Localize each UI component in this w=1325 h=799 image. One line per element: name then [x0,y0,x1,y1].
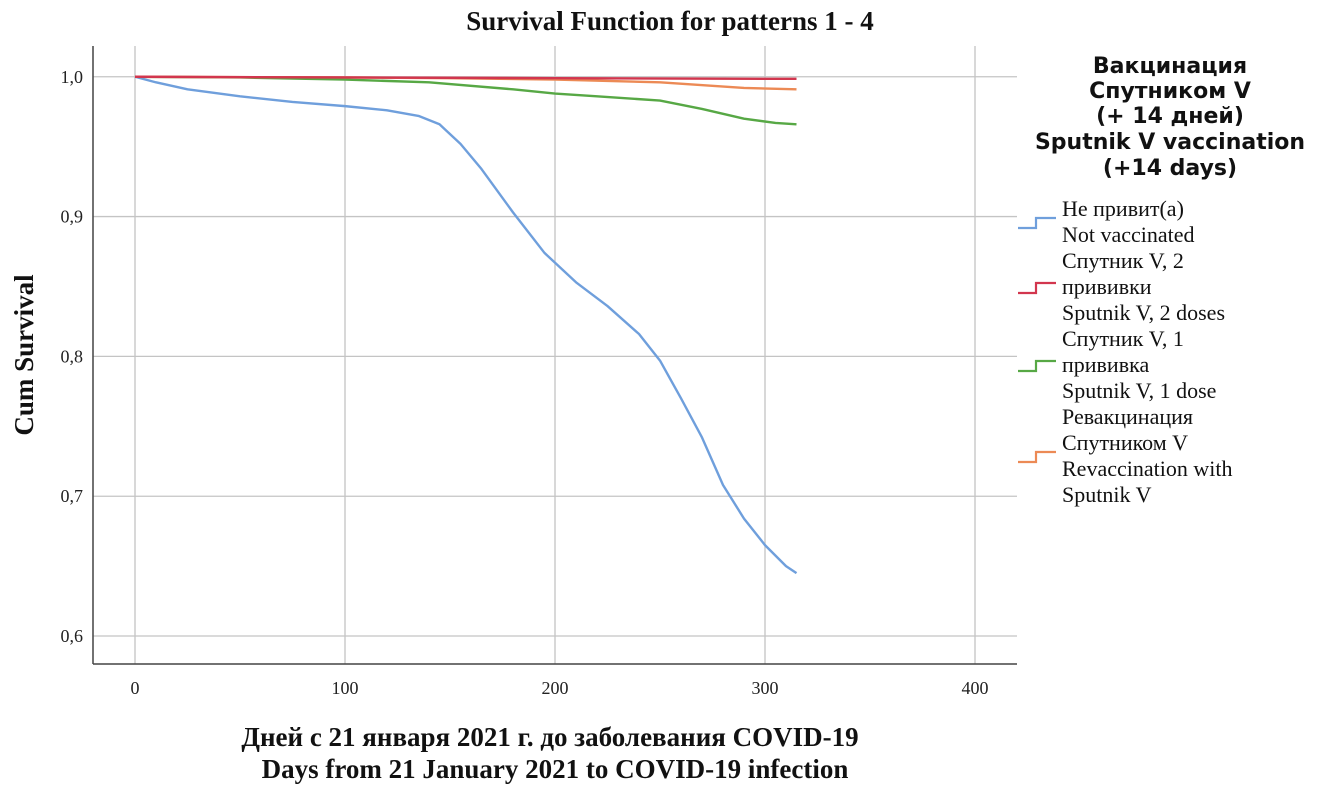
y-tick-label: 1,0 [61,67,84,87]
axes: 0 100 200 300 400 0,6 0,7 0,8 0,9 1,0 [61,46,1017,698]
y-tick-label: 0,8 [61,346,84,366]
x-axis-label-ru: Дней с 21 января 2021 г. до заболевания … [241,722,858,752]
legend-label-4: Revaccination with [1062,456,1232,481]
y-tick-label: 0,9 [61,207,84,227]
legend-label-4: Спутником V [1062,430,1188,455]
chart-title: Survival Function for patterns 1 - 4 [466,6,874,36]
legend-title-line-2: Спутником V [1089,79,1251,104]
legend-label-3: Спутник V, 1 [1062,326,1184,351]
legend-label-3: прививка [1062,352,1149,377]
x-tick-label: 0 [131,678,140,698]
y-tick-label: 0,7 [61,486,84,506]
legend-label-4: Sputnik V [1062,482,1152,507]
grid [93,46,1017,664]
y-axis-label: Cum Survival [9,274,39,436]
x-tick-label: 200 [542,678,569,698]
legend-label-2: Спутник V, 2 [1062,248,1184,273]
x-axis-label-en: Days from 21 January 2021 to COVID-19 in… [262,754,849,784]
legend-label-1: Не привит(а) [1062,196,1184,221]
x-tick-label: 100 [332,678,359,698]
legend-label-2: Sputnik V, 2 doses [1062,300,1225,325]
legend-swatch-4 [1018,450,1056,464]
legend-title: Вакцинация Спутником V (+ 14 дней) Sputn… [1035,54,1305,181]
legend-label-3: Sputnik V, 1 dose [1062,378,1216,403]
legend-swatch-3 [1018,359,1056,373]
x-tick-label: 300 [752,678,779,698]
legend-swatch-1 [1018,216,1056,230]
y-tick-label: 0,6 [61,626,84,646]
series-line-1 [134,75,798,575]
legend-swatch-2 [1018,281,1056,295]
legend-label-1: Not vaccinated [1062,222,1195,247]
series-lines [134,75,798,575]
legend-label-4: Ревакцинация [1062,404,1193,429]
x-tick-label: 400 [962,678,989,698]
legend-title-line-3: (+ 14 дней) [1096,104,1244,129]
legend-label-2: прививки [1062,274,1152,299]
legend-title-line-1: Вакцинация [1093,54,1247,79]
legend-title-line-4: Sputnik V vaccination [1035,130,1305,155]
series-line-2 [134,75,797,81]
legend-title-line-5: (+14 days) [1103,156,1237,181]
series-line-3 [134,75,797,126]
